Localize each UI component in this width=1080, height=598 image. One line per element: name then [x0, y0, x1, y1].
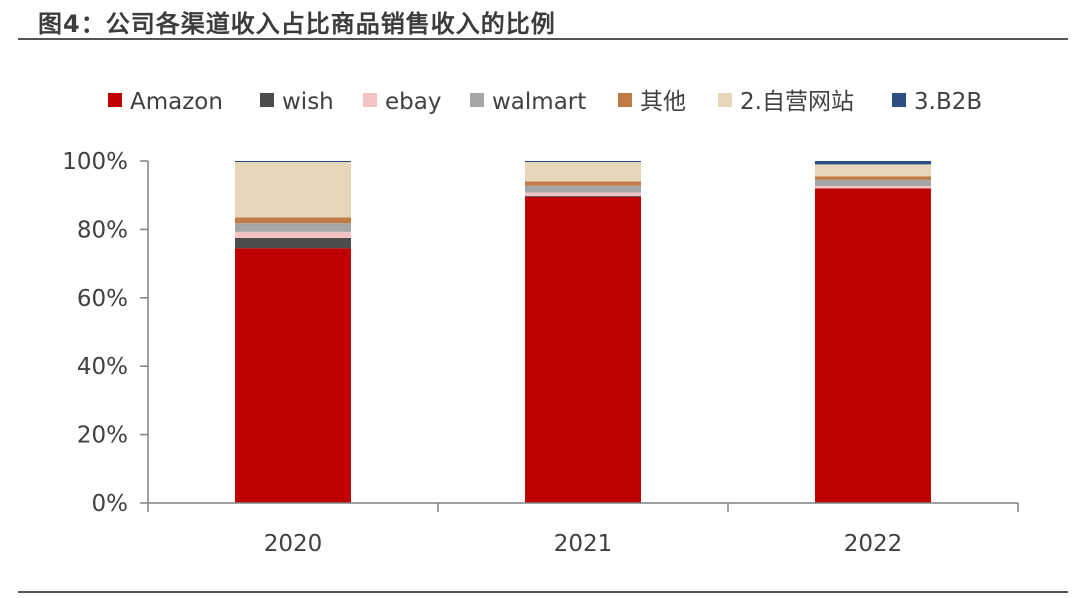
bar-segment-2020-5	[235, 162, 351, 218]
legend-label: 其他	[640, 89, 686, 115]
bar-segment-2022-4	[815, 176, 931, 180]
y-axis: 0% 20% 40% 60% 80% 100%	[62, 149, 149, 517]
top-rule	[18, 38, 1068, 40]
bar-segment-2022-2	[815, 185, 931, 189]
legend-swatch	[260, 93, 274, 107]
legend-label: wish	[282, 89, 334, 115]
legend-swatch	[108, 93, 122, 107]
y-tick-label: 100%	[62, 149, 128, 175]
bottom-rule	[18, 591, 1068, 593]
legend-label: walmart	[492, 89, 586, 115]
chart-legend: Amazon wish ebay walmart 其他 2.自营网站 3.B2B	[108, 89, 982, 115]
bar-segment-2021-0	[525, 196, 641, 503]
y-tick-label: 40%	[77, 354, 128, 380]
bar-segment-2022-5	[815, 164, 931, 177]
figure-title: 图4：公司各渠道收入占比商品销售收入的比例	[38, 10, 556, 38]
legend-label: Amazon	[130, 89, 223, 115]
bar-segment-2022-0	[815, 188, 931, 504]
bar-segment-2021-3	[525, 185, 641, 193]
bar-segment-2022-6	[815, 161, 931, 165]
bar-segment-2021-4	[525, 181, 641, 186]
y-tick-label: 20%	[77, 423, 128, 449]
bar-segment-2020-1	[235, 237, 351, 249]
bar-segment-2021-1	[525, 195, 641, 197]
legend-swatch	[618, 93, 632, 107]
bar-segment-2020-6	[235, 161, 351, 163]
bar-segment-2021-6	[525, 161, 641, 163]
legend-label: 3.B2B	[914, 89, 982, 115]
legend-swatch	[718, 93, 732, 107]
legend-swatch	[470, 93, 484, 107]
x-tick-label: 2021	[554, 531, 613, 557]
legend-swatch	[363, 93, 377, 107]
bar-segment-2020-4	[235, 217, 351, 224]
legend-label: ebay	[385, 89, 441, 115]
x-axis: 2020 2021 2022	[147, 502, 1019, 557]
y-tick-label: 80%	[77, 217, 128, 243]
bar-segment-2020-2	[235, 231, 351, 238]
bar-segment-2020-3	[235, 223, 351, 232]
x-tick-label: 2022	[844, 531, 903, 557]
y-tick-label: 0%	[92, 491, 129, 517]
bar-segment-2021-5	[525, 162, 641, 182]
bar-segment-2021-2	[525, 192, 641, 196]
bars-group	[235, 161, 931, 504]
legend-label: 2.自营网站	[740, 89, 854, 115]
legend-swatch	[892, 93, 906, 107]
bar-segment-2020-0	[235, 248, 351, 503]
bar-segment-2022-3	[815, 179, 931, 186]
y-tick-label: 60%	[77, 286, 128, 312]
x-tick-label: 2020	[264, 531, 323, 557]
